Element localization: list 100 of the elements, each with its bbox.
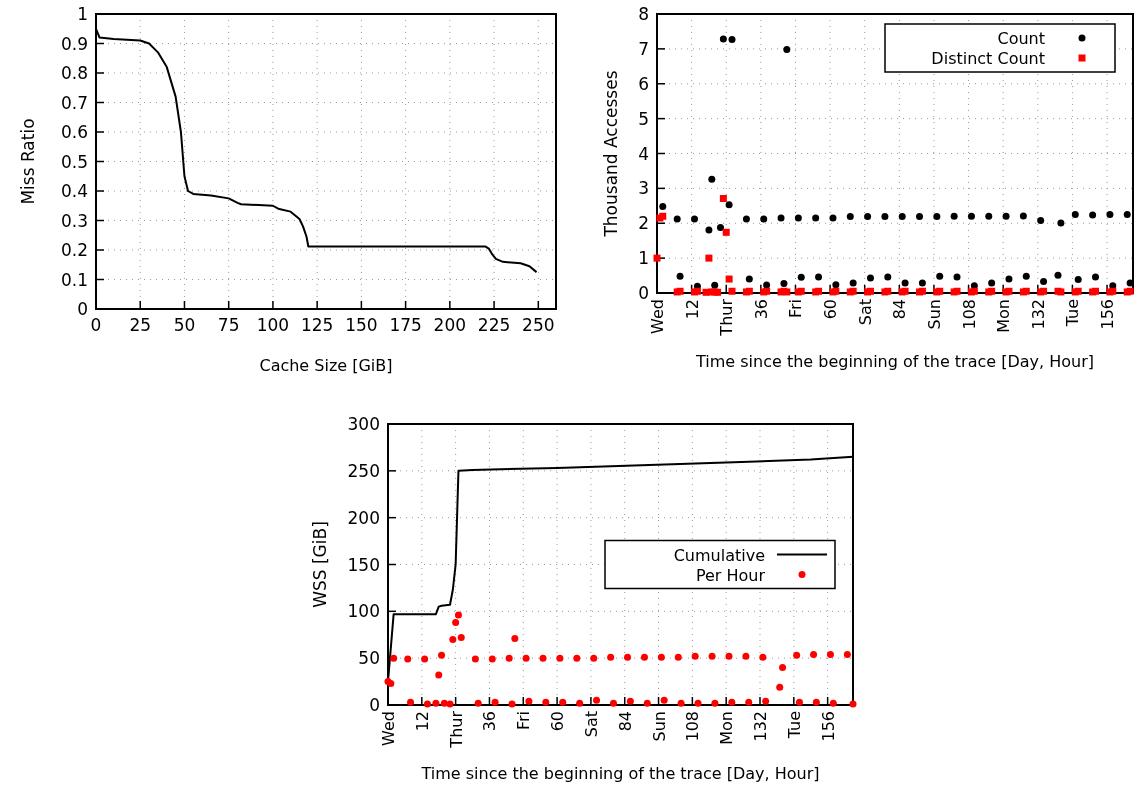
y-tick-label: 0.4 [60,181,88,201]
x-tick-label: 50 [173,315,196,335]
y-tick-label: 5 [638,108,649,129]
y-tick-label: 0.1 [60,269,88,290]
point [777,214,785,222]
point [1022,272,1030,280]
point [742,215,750,223]
x-tick-label: 84 [890,299,910,320]
x-tick-label: Mon [717,711,737,745]
x-tick-label: Sun [649,711,669,742]
point [1092,273,1099,281]
point [676,272,684,280]
point [849,279,857,287]
y-tick-label: 0.5 [60,151,88,172]
y-tick-label: 1 [638,248,649,269]
point [985,212,993,220]
y-tick-label: 0 [638,283,649,303]
x-tick-label: 225 [477,315,511,335]
y-axis-title: Thousand Accesses [601,70,621,238]
point [1005,275,1013,283]
x-tick-label: Sat [855,299,875,326]
point [725,201,733,209]
y-tick-label: 8 [638,4,649,24]
y-axis-title: Miss Ratio [18,118,38,205]
x-tick-label: 36 [480,711,500,732]
point [1071,211,1079,219]
point [1106,211,1114,219]
point [783,46,791,54]
x-tick-label: 125 [300,315,334,335]
point [1040,277,1048,285]
point [763,281,771,289]
x-tick-label: 108 [683,711,703,742]
x-tick-label: 156 [818,711,838,742]
y-tick-label: 250 [347,460,380,481]
point [1054,271,1062,279]
y-tick-label: 7 [638,38,649,59]
x-tick-label: 84 [615,711,635,732]
y-tick-label: 200 [347,507,380,528]
point [711,281,719,289]
legend-label: Per Hour [695,565,766,585]
y-tick-label: 4 [638,143,649,164]
x-tick-label: 132 [1028,299,1048,330]
y-tick-label: 0 [369,695,380,715]
y-tick-label: 2 [638,213,649,234]
point [933,213,941,221]
point [1002,212,1010,220]
point [716,223,724,231]
point [760,215,768,223]
y-tick-label: 0.2 [60,240,88,260]
y-tick-label: 50 [358,648,380,669]
x-tick-label: 132 [751,711,770,742]
x-tick-label: Sat [581,711,601,738]
y-tick-label: 6 [638,73,649,94]
point [815,273,823,281]
point [812,214,820,222]
x-axis-title: Time since the beginning of the trace [Day, Hour] [420,764,820,783]
point [1037,216,1045,224]
point [705,226,713,234]
x-tick-label: Fri [514,711,534,731]
x-tick-label: Wed [379,711,398,746]
y-tick-label: 100 [347,601,380,622]
point [953,273,961,281]
x-tick-label: 156 [1098,299,1118,330]
y-tick-label: 1 [77,4,88,24]
point [829,214,837,222]
point [846,213,854,221]
y-axis-title: WSS [GiB] [310,521,330,608]
x-tick-label: Thur [717,298,737,337]
x-tick-label: 60 [548,711,568,732]
point [916,213,924,221]
point [719,35,727,43]
y-tick-label: 3 [638,178,649,199]
point [967,212,975,220]
x-tick-label: Mon [994,299,1014,333]
y-tick-label: 0.7 [60,92,88,113]
y-tick-label: 150 [347,554,380,575]
point [1074,275,1082,283]
y-tick-label: 0.8 [60,63,88,83]
x-tick-label: Sun [924,299,944,330]
x-tick-label: 250 [522,315,555,335]
point [659,203,667,211]
point [728,35,736,43]
point [936,272,944,280]
x-tick-label: 25 [129,315,152,335]
y-tick-label: 300 [347,414,380,434]
y-tick-label: 0.9 [60,33,88,54]
x-tick-label: 12 [682,299,702,320]
x-tick-label: 200 [433,315,467,335]
point [988,279,996,287]
x-tick-label: Thur [446,710,466,749]
point [901,279,909,287]
point [691,215,698,223]
point [866,274,874,282]
y-tick-label: 0.3 [60,210,88,231]
point [832,281,840,289]
y-tick-label: 0.6 [60,122,88,142]
legend-label: Distinct Count [931,49,1045,68]
point [1019,212,1027,220]
point [918,279,926,287]
x-tick-label: 36 [751,299,771,320]
